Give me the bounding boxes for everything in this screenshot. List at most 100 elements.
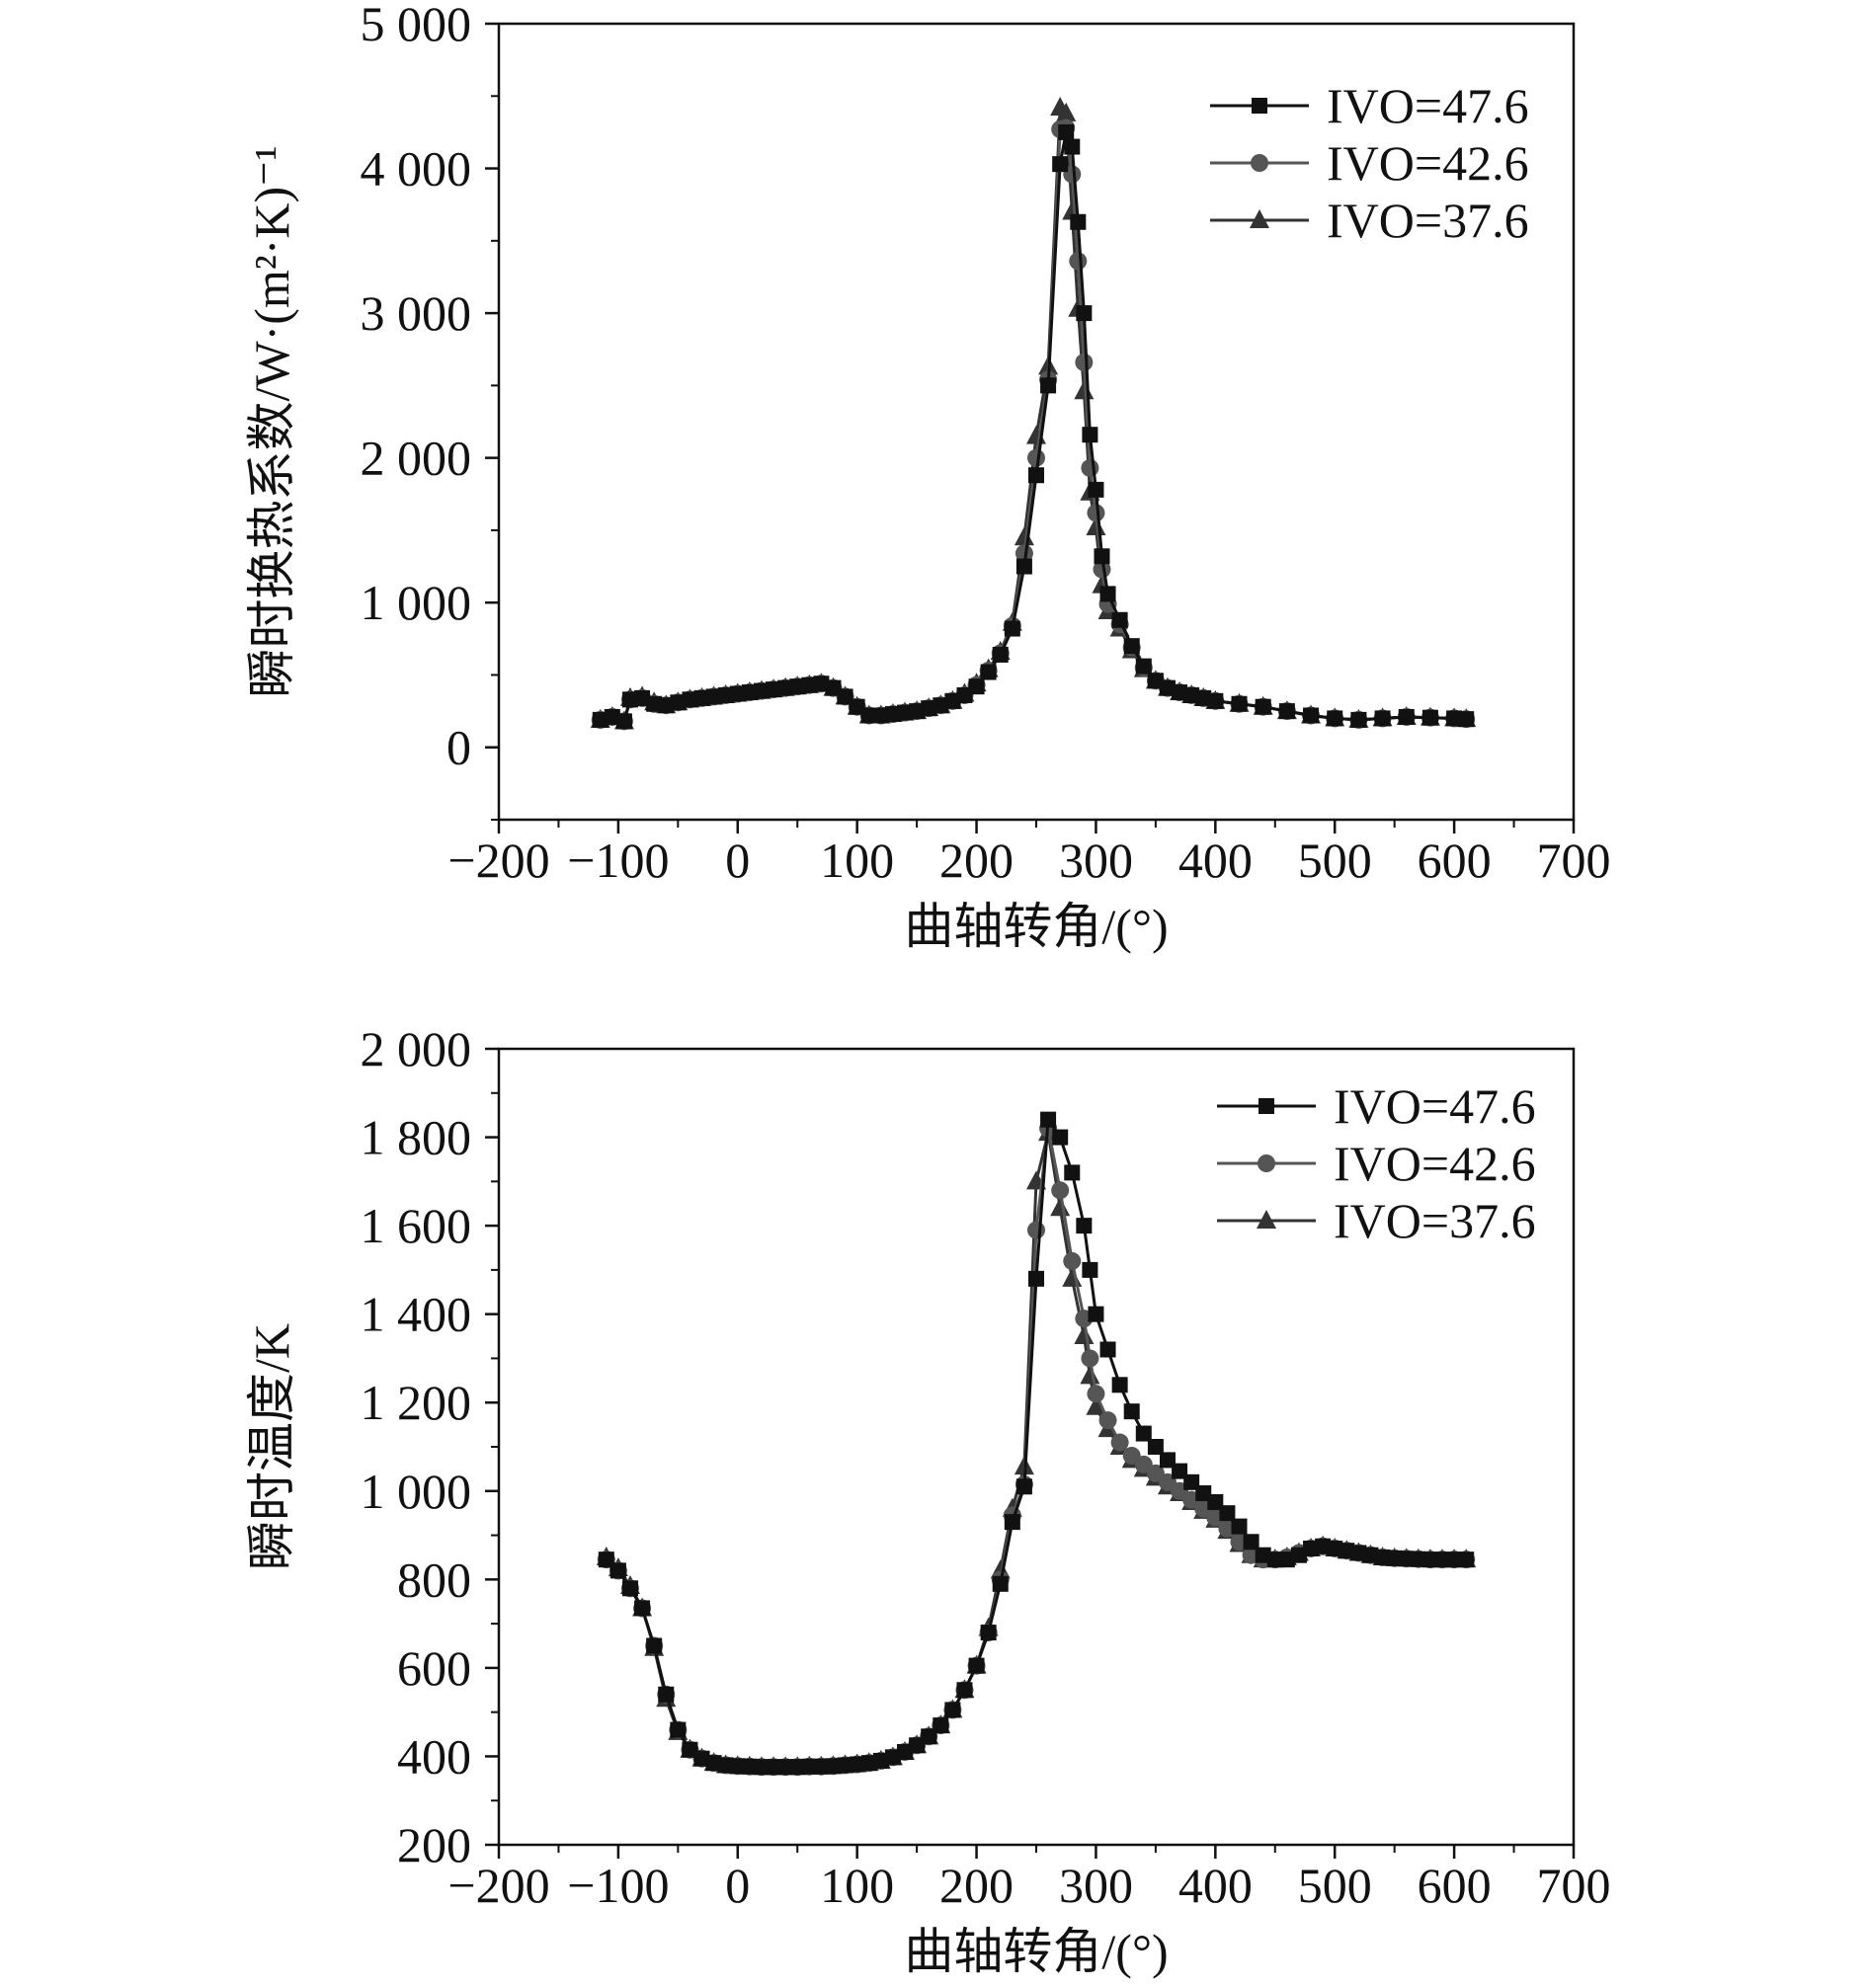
data-point [1123, 1403, 1140, 1420]
x-tick-label: 200 [939, 1858, 1014, 1913]
data-point [1074, 1325, 1095, 1345]
x-tick-label: 600 [1418, 1858, 1492, 1913]
y-tick-label: 2 000 [361, 431, 472, 486]
data-point [1255, 698, 1271, 715]
data-point [1172, 1463, 1188, 1479]
y-tick-label: 4 000 [361, 141, 472, 197]
series-square [592, 123, 1475, 730]
chart-2: −200 −100 0 100 200 300 400 500 600 700 200 400 600 8… [244, 1021, 1611, 1979]
data-point [1183, 1473, 1200, 1490]
data-point [872, 707, 889, 724]
x-tick-label: 500 [1298, 833, 1372, 888]
data-point [860, 707, 877, 724]
legend-label: IVO=42.6 [1334, 1136, 1536, 1191]
data-point [670, 1721, 687, 1738]
y-tick-label: 600 [397, 1640, 471, 1696]
data-point [801, 676, 818, 693]
x-tick-label: 700 [1537, 833, 1611, 888]
data-point [741, 684, 758, 701]
legend-label: IVO=47.6 [1334, 1078, 1536, 1134]
data-point [1386, 1550, 1403, 1566]
data-point [813, 676, 830, 692]
data-point [1159, 1452, 1176, 1469]
data-point [1219, 1505, 1236, 1522]
x-tick-label: 300 [1059, 833, 1133, 888]
data-point [789, 678, 806, 695]
x-tick-label: 200 [939, 833, 1014, 888]
x-tick-label: 300 [1059, 1858, 1133, 1913]
y-axis-label: 瞬时温度/K [244, 1323, 299, 1570]
data-point [1446, 1551, 1463, 1568]
x-tick-label: −200 [447, 1858, 549, 1913]
data-point [884, 706, 901, 723]
data-point [1076, 1218, 1093, 1234]
data-point [621, 1580, 638, 1597]
y-tick-label: 400 [397, 1728, 471, 1784]
data-point [1015, 544, 1033, 563]
data-point [968, 678, 985, 695]
data-point [753, 682, 770, 699]
y-tick-label: 2 000 [361, 1021, 472, 1076]
data-point [1231, 1518, 1248, 1535]
data-point [1266, 1551, 1283, 1568]
data-point [825, 1758, 842, 1775]
data-point [1374, 1549, 1391, 1565]
data-point [705, 1755, 722, 1772]
data-point [872, 1752, 889, 1769]
x-tick-label: 700 [1537, 1858, 1611, 1913]
data-point [1094, 548, 1110, 565]
data-point [1052, 1129, 1069, 1146]
y-tick-label: 3 000 [361, 285, 472, 341]
y-tick-label: 0 [446, 720, 471, 775]
data-point [1087, 504, 1105, 522]
data-point [1458, 711, 1475, 728]
data-point [1081, 458, 1099, 477]
data-point [1446, 710, 1463, 727]
chart-1: −200 −100 0 100 200 300 400 500 600 700 0 1 000 2 00… [244, 0, 1611, 954]
legend-marker [1250, 209, 1269, 228]
data-point [1058, 123, 1075, 140]
data-point [956, 1682, 973, 1699]
data-point [1069, 252, 1088, 271]
x-tick-label: 100 [820, 833, 894, 888]
data-point [1098, 1411, 1117, 1430]
data-point [1051, 1181, 1070, 1200]
data-point [944, 1702, 961, 1718]
data-point [1350, 1545, 1367, 1561]
x-tick-label: −200 [447, 833, 549, 888]
data-point [980, 1625, 997, 1641]
data-point [658, 1686, 675, 1703]
y-tick-label: 800 [397, 1551, 471, 1607]
x-axis-label: 曲轴转角/(°) [904, 1924, 1168, 1979]
data-point [1159, 679, 1176, 696]
data-point [646, 695, 663, 712]
data-point [682, 691, 698, 708]
legend-label: IVO=37.6 [1334, 1193, 1536, 1248]
y-tick-label: 1 400 [361, 1287, 472, 1342]
data-point [1081, 1349, 1099, 1368]
data-point [1099, 1341, 1116, 1358]
data-point [1398, 708, 1415, 725]
data-point [1183, 686, 1200, 703]
data-point [682, 1741, 698, 1758]
data-point [1147, 1439, 1164, 1455]
data-point [1027, 1221, 1045, 1239]
data-point [1195, 689, 1212, 706]
data-point [1207, 692, 1224, 709]
y-axis-label: 瞬时换热系数/W·(m²·K)⁻¹ [244, 145, 299, 697]
data-point [1004, 620, 1020, 637]
data-point [1243, 1534, 1259, 1551]
data-point [1056, 102, 1077, 121]
data-point [1290, 1547, 1307, 1563]
data-point [921, 1728, 937, 1745]
data-point [1093, 560, 1111, 579]
legend-marker [1257, 1210, 1276, 1229]
data-point [1339, 1543, 1355, 1559]
x-tick-label: 500 [1298, 1858, 1372, 1913]
data-point [1278, 1551, 1295, 1568]
legend-marker [1251, 154, 1268, 172]
data-point [1050, 1197, 1071, 1217]
data-point [825, 679, 842, 696]
data-point [813, 1758, 830, 1775]
data-point [1434, 1551, 1451, 1568]
